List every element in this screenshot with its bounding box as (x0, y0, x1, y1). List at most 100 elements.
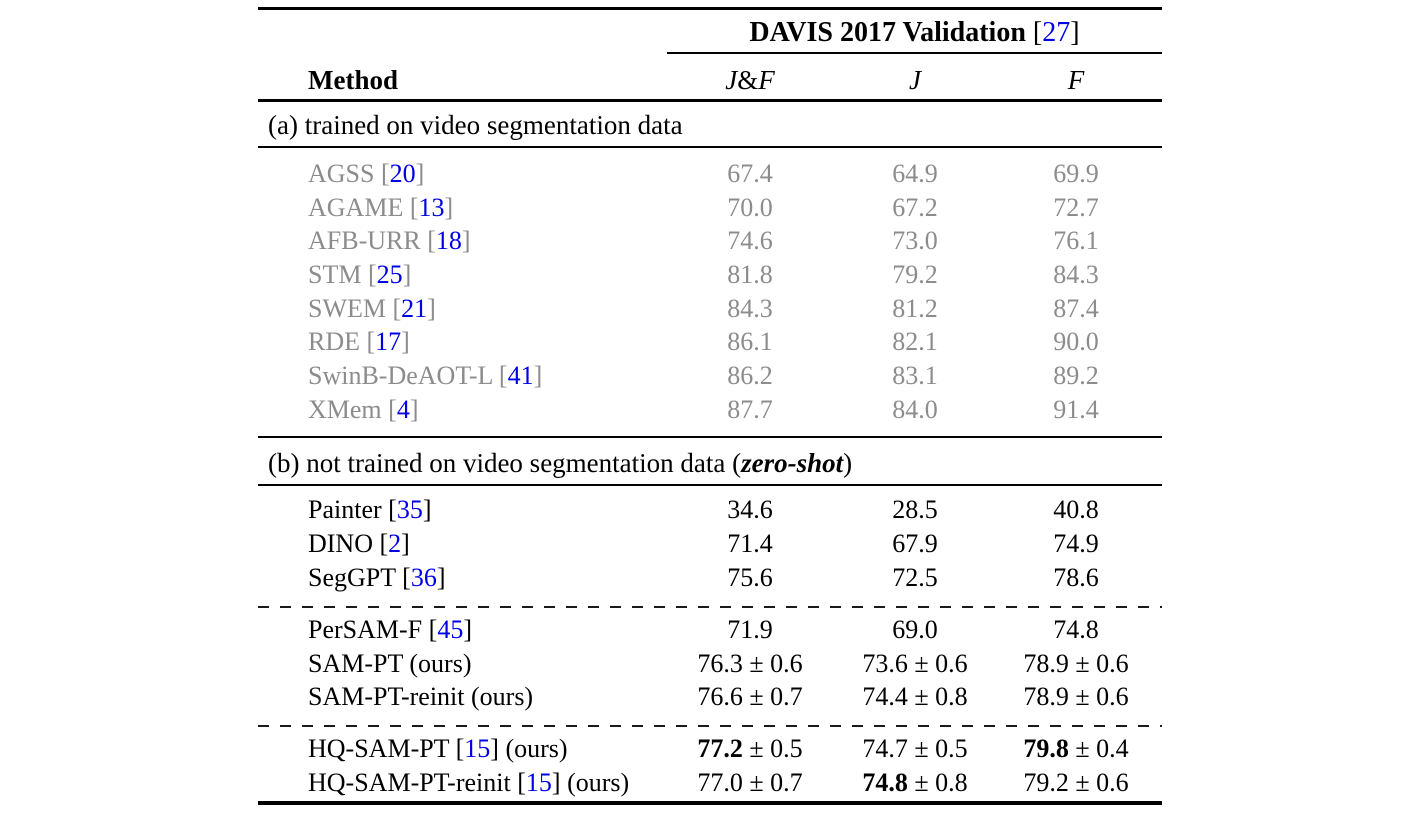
method-cell: XMem [4] (258, 393, 660, 427)
metric-j: 72.5 (892, 563, 938, 592)
citation-link[interactable]: [41] (498, 361, 543, 390)
column-header-jf: J&F (725, 65, 775, 95)
table-row: STM [25] 81.8 79.2 84.3 (258, 258, 1162, 292)
citation-link[interactable]: [15] (517, 768, 561, 797)
metric-jf: 76.6 ± 0.7 (697, 682, 803, 711)
rule-top (258, 7, 1162, 10)
metric-j: 74.4 ± 0.8 (862, 682, 968, 711)
metric-j: 69.0 (892, 615, 938, 644)
table-row: AGSS [20] 67.4 64.9 69.9 (258, 157, 1162, 191)
method-cell: AFB-URR [18] (258, 224, 660, 258)
citation-link[interactable]: [35] (388, 495, 432, 524)
citation-link[interactable]: [17] (366, 327, 410, 356)
rule-header-bottom (258, 99, 1162, 102)
citation-link[interactable]: [18] (427, 226, 471, 255)
table-row: RDE [17] 86.1 82.1 90.0 (258, 325, 1162, 359)
table-row: SWEM [21] 84.3 81.2 87.4 (258, 292, 1162, 326)
dataset-title: DAVIS 2017 Validation (749, 17, 1026, 48)
ours-suffix: (ours) (567, 768, 630, 797)
ours-suffix: (ours) (471, 682, 534, 711)
method-name: PerSAM-F (308, 615, 423, 644)
metric-jf: 70.0 (727, 193, 773, 222)
metric-jf: 76.3 ± 0.6 (697, 649, 803, 678)
rule-cmid-davis (667, 52, 1162, 54)
table-row: SwinB-DeAOT-L [41] 86.2 83.1 89.2 (258, 359, 1162, 393)
citation-link[interactable]: [27] (1032, 17, 1080, 48)
rule-section-a-header (258, 146, 1162, 148)
metric-f: 91.4 (1053, 395, 1099, 424)
metric-f: 90.0 (1053, 327, 1099, 356)
metric-j: 67.2 (892, 193, 938, 222)
metric-jf: 86.1 (727, 327, 773, 356)
metric-j: 73.0 (892, 226, 938, 255)
rule-dashed-1 (258, 606, 1162, 608)
method-cell: STM [25] (258, 258, 660, 292)
citation-link[interactable]: [4] (388, 395, 419, 424)
method-name: AGAME (308, 193, 404, 222)
metric-f: 78.6 (1053, 563, 1099, 592)
method-cell: AGSS [20] (258, 157, 660, 191)
method-name: SWEM (308, 294, 386, 323)
citation-link[interactable]: [45] (428, 615, 472, 644)
method-cell: HQ-SAM-PT [15] (ours) (258, 732, 660, 766)
metric-jf: 81.8 (727, 260, 773, 289)
citation-link[interactable]: [15] (455, 734, 499, 763)
table-row: SegGPT [36] 75.6 72.5 78.6 (258, 561, 1162, 595)
method-cell: SegGPT [36] (258, 561, 660, 595)
rule-section-b-header (258, 484, 1162, 486)
metric-jf: 77.2 ± 0.5 (697, 734, 803, 763)
metric-f: 78.9 ± 0.6 (1023, 649, 1129, 678)
method-name: STM (308, 260, 362, 289)
method-name: XMem (308, 395, 382, 424)
metric-j: 84.0 (892, 395, 938, 424)
metric-jf: 71.4 (727, 529, 773, 558)
table-row: HQ-SAM-PT [15] (ours) 77.2 ± 0.5 74.7 ± … (258, 732, 1162, 766)
metric-f: 79.8 ± 0.4 (1023, 734, 1129, 763)
section-b-header: (b) not trained on video segmentation da… (268, 448, 853, 478)
rule-dashed-2 (258, 725, 1162, 727)
metric-f: 84.3 (1053, 260, 1099, 289)
method-name: RDE (308, 327, 360, 356)
metric-f: 89.2 (1053, 361, 1099, 390)
metric-f: 40.8 (1053, 495, 1099, 524)
metric-jf: 75.6 (727, 563, 773, 592)
metric-jf: 67.4 (727, 159, 773, 188)
table-header-row: Method J&F J F (258, 63, 1162, 97)
method-name: HQ-SAM-PT-reinit (308, 768, 511, 797)
metric-j: 73.6 ± 0.6 (862, 649, 968, 678)
metric-j: 67.9 (892, 529, 938, 558)
column-group-title: DAVIS 2017 Validation [27] (667, 16, 1162, 50)
metric-jf: 77.0 ± 0.7 (697, 768, 803, 797)
citation-link[interactable]: [13] (409, 193, 454, 222)
metric-jf: 87.7 (727, 395, 773, 424)
method-cell: SWEM [21] (258, 292, 660, 326)
table-row: XMem [4] 87.7 84.0 91.4 (258, 393, 1162, 427)
citation-link[interactable]: [36] (402, 563, 446, 592)
metric-j: 81.2 (892, 294, 938, 323)
citation-link[interactable]: [2] (379, 529, 410, 558)
citation-link[interactable]: [20] (380, 159, 425, 188)
column-header-f: F (1067, 65, 1085, 95)
metric-jf: 74.6 (727, 226, 773, 255)
table-row: DINO [2] 71.4 67.9 74.9 (258, 527, 1162, 561)
method-cell: SAM-PT-reinit (ours) (258, 680, 660, 714)
metric-f: 69.9 (1053, 159, 1099, 188)
method-cell: AGAME [13] (258, 191, 660, 225)
citation-link[interactable]: [25] (367, 260, 412, 289)
metric-jf: 84.3 (727, 294, 773, 323)
method-name: AFB-URR (308, 226, 421, 255)
metric-f: 79.2 ± 0.6 (1023, 768, 1129, 797)
ours-suffix: (ours) (409, 649, 472, 678)
metric-j: 28.5 (892, 495, 938, 524)
metric-f: 78.9 ± 0.6 (1023, 682, 1129, 711)
section-a-header: (a) trained on video segmentation data (268, 110, 683, 140)
method-name: SAM-PT-reinit (308, 682, 465, 711)
method-name: SAM-PT (308, 649, 403, 678)
metric-jf: 71.9 (727, 615, 773, 644)
metric-f: 76.1 (1053, 226, 1099, 255)
citation-link[interactable]: [21] (392, 294, 436, 323)
method-cell: SAM-PT (ours) (258, 647, 660, 681)
metric-j: 82.1 (892, 327, 938, 356)
metric-j: 74.7 ± 0.5 (862, 734, 968, 763)
